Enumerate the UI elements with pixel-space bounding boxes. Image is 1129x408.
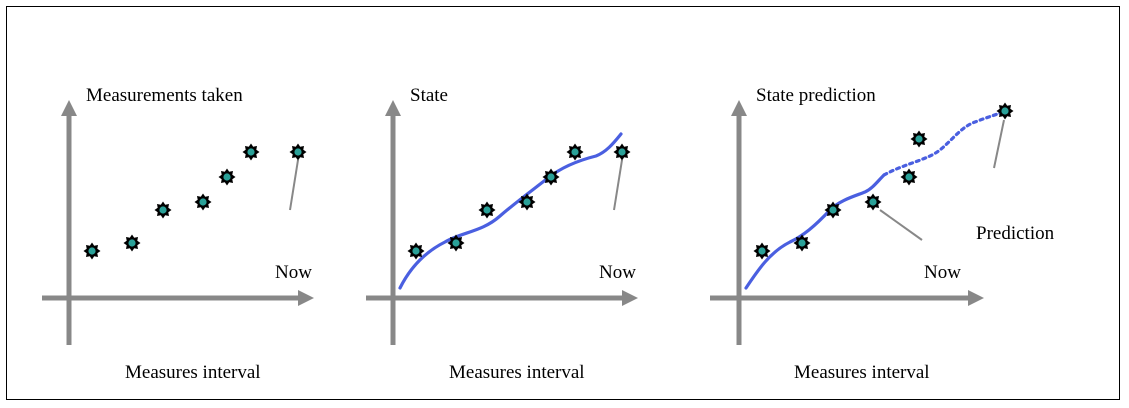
now-label: Now: [924, 262, 961, 283]
measurement-point: [910, 130, 928, 148]
state-curve: [744, 173, 886, 290]
measurement-points: [753, 102, 1014, 260]
prediction-point: [996, 102, 1014, 120]
state-curve: [398, 132, 623, 290]
now-label: Now: [599, 262, 636, 283]
panel-state: State Now Measures interval: [366, 85, 639, 383]
measurement-point: [123, 234, 141, 252]
measurement-points: [83, 143, 307, 260]
measurement-point: [864, 193, 882, 211]
panel-prediction: State prediction Now Prediction Measures…: [710, 85, 1055, 383]
prediction-pointer: [993, 119, 1005, 169]
measurement-point: [447, 234, 465, 252]
measurement-point: [542, 168, 560, 186]
measurement-point: [753, 242, 771, 260]
measurement-point: [194, 193, 212, 211]
measurement-point: [613, 143, 631, 161]
prediction-curve: [882, 109, 1008, 177]
measurement-point: [900, 168, 918, 186]
measurement-point: [566, 143, 584, 161]
panel-title: State: [410, 85, 448, 106]
now-pointer: [879, 209, 923, 241]
x-axis-label: Measures interval: [794, 362, 930, 383]
panel-measurements: Measurements taken Now Measures interval: [42, 85, 315, 383]
measurement-point: [289, 143, 307, 161]
panel-title: State prediction: [756, 85, 876, 106]
panel-title: Measurements taken: [86, 85, 243, 106]
measurement-point: [518, 193, 536, 211]
now-pointer: [289, 159, 299, 211]
now-label: Now: [275, 262, 312, 283]
measurement-point: [793, 234, 811, 252]
now-pointer: [613, 159, 623, 211]
measurement-point: [478, 201, 496, 219]
measurement-point: [218, 168, 236, 186]
measurement-point: [242, 143, 260, 161]
x-axis-label: Measures interval: [125, 362, 261, 383]
measurement-point: [407, 242, 425, 260]
measurement-point: [824, 201, 842, 219]
measurement-point: [83, 242, 101, 260]
measurement-point: [154, 201, 172, 219]
prediction-label: Prediction: [976, 223, 1055, 244]
diagram-frame: [6, 6, 1120, 400]
x-axis-label: Measures interval: [449, 362, 585, 383]
